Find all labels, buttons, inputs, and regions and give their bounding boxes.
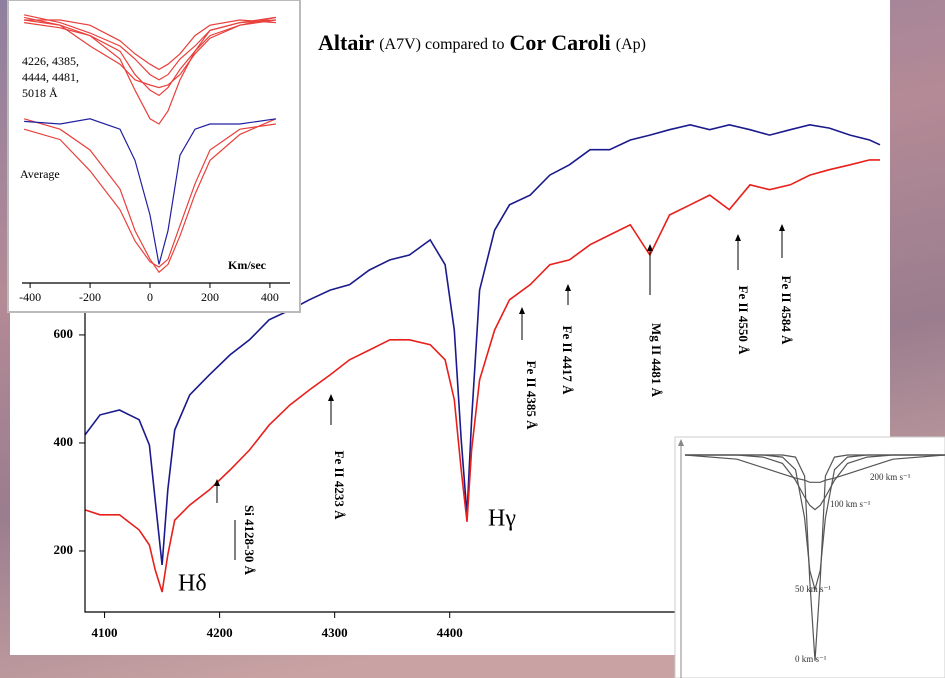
inset-label: 4444, 4481,	[22, 70, 79, 84]
curve-label: 100 km s⁻¹	[830, 499, 871, 509]
line-label: Si 4128-30 Å	[242, 505, 257, 576]
inset-label: 5018 Å	[22, 86, 58, 100]
spectrum-line	[24, 118, 276, 265]
line-label: Fe II 4584 Å	[779, 276, 794, 346]
x-tick-label: -400	[19, 290, 41, 304]
title-part: (A7V) compared to	[379, 36, 504, 53]
axis	[84, 300, 680, 613]
spectrum-line	[684, 454, 945, 483]
line-label: Mg II 4481 Å	[649, 323, 664, 398]
x-tick-label: 0	[147, 290, 153, 304]
x-tick-label: 400	[261, 290, 279, 304]
spectrum-line	[23, 14, 276, 81]
spectrum-line	[685, 454, 945, 661]
inset-label: 4226, 4385,	[22, 54, 79, 68]
curve-label: 50 km s⁻¹	[795, 584, 831, 594]
spectrum-line	[685, 454, 945, 592]
line-label: Fe II 4417 Å	[560, 326, 575, 396]
line-label: Fe II 4550 Å	[736, 286, 751, 356]
spectrum-line	[84, 123, 881, 566]
line-label: Hδ	[178, 571, 207, 597]
profile-panel	[674, 436, 945, 678]
main-chart: 200 400 600 4100 4200 4300 4400 Altair (A7V) com…	[54, 30, 881, 640]
inset-panel	[7, 0, 301, 313]
x-tick-label: 4200	[207, 625, 233, 640]
inset-chart: -400 -200 0 200 400 4226, 4385, 4444, 4481, 501…	[19, 14, 290, 304]
inset-label: Km/sec	[228, 258, 267, 272]
spectrum-line	[685, 454, 945, 511]
line-label: Fe II 4233 Å	[332, 451, 347, 521]
line-label: Fe II 4385 Å	[524, 361, 539, 431]
y-tick-label: 200	[54, 542, 74, 557]
curve-label: 0 km s⁻¹	[795, 654, 827, 664]
spectrum-line	[84, 159, 880, 593]
x-tick-label: 4100	[92, 625, 118, 640]
line-label: Hγ	[488, 506, 516, 532]
curve-label: 200 km s⁻¹	[870, 472, 911, 482]
profile-chart: 0 km s⁻¹ 50 km s⁻¹ 100 km s⁻¹ 200 km s⁻¹	[678, 439, 945, 678]
title-part: Altair	[318, 30, 374, 55]
spectrum-line	[23, 118, 277, 274]
spectrum-line	[23, 16, 276, 89]
x-tick-label: -200	[79, 290, 101, 304]
y-tick-label: 400	[54, 434, 74, 449]
spectrum-line	[23, 123, 276, 268]
x-tick-label: 200	[201, 290, 219, 304]
title-part: Cor Caroli	[510, 30, 611, 55]
title-part: (Ap)	[616, 36, 646, 53]
y-tick-label: 600	[54, 326, 74, 341]
inset-label: Average	[20, 167, 60, 181]
x-tick-label: 4300	[322, 625, 348, 640]
spectrum-line	[24, 16, 277, 97]
spectrum-line	[24, 19, 276, 71]
x-tick-label: 4400	[437, 625, 463, 640]
chart-title: Altair (A7V) compared to Cor Caroli (Ap)	[318, 30, 646, 55]
